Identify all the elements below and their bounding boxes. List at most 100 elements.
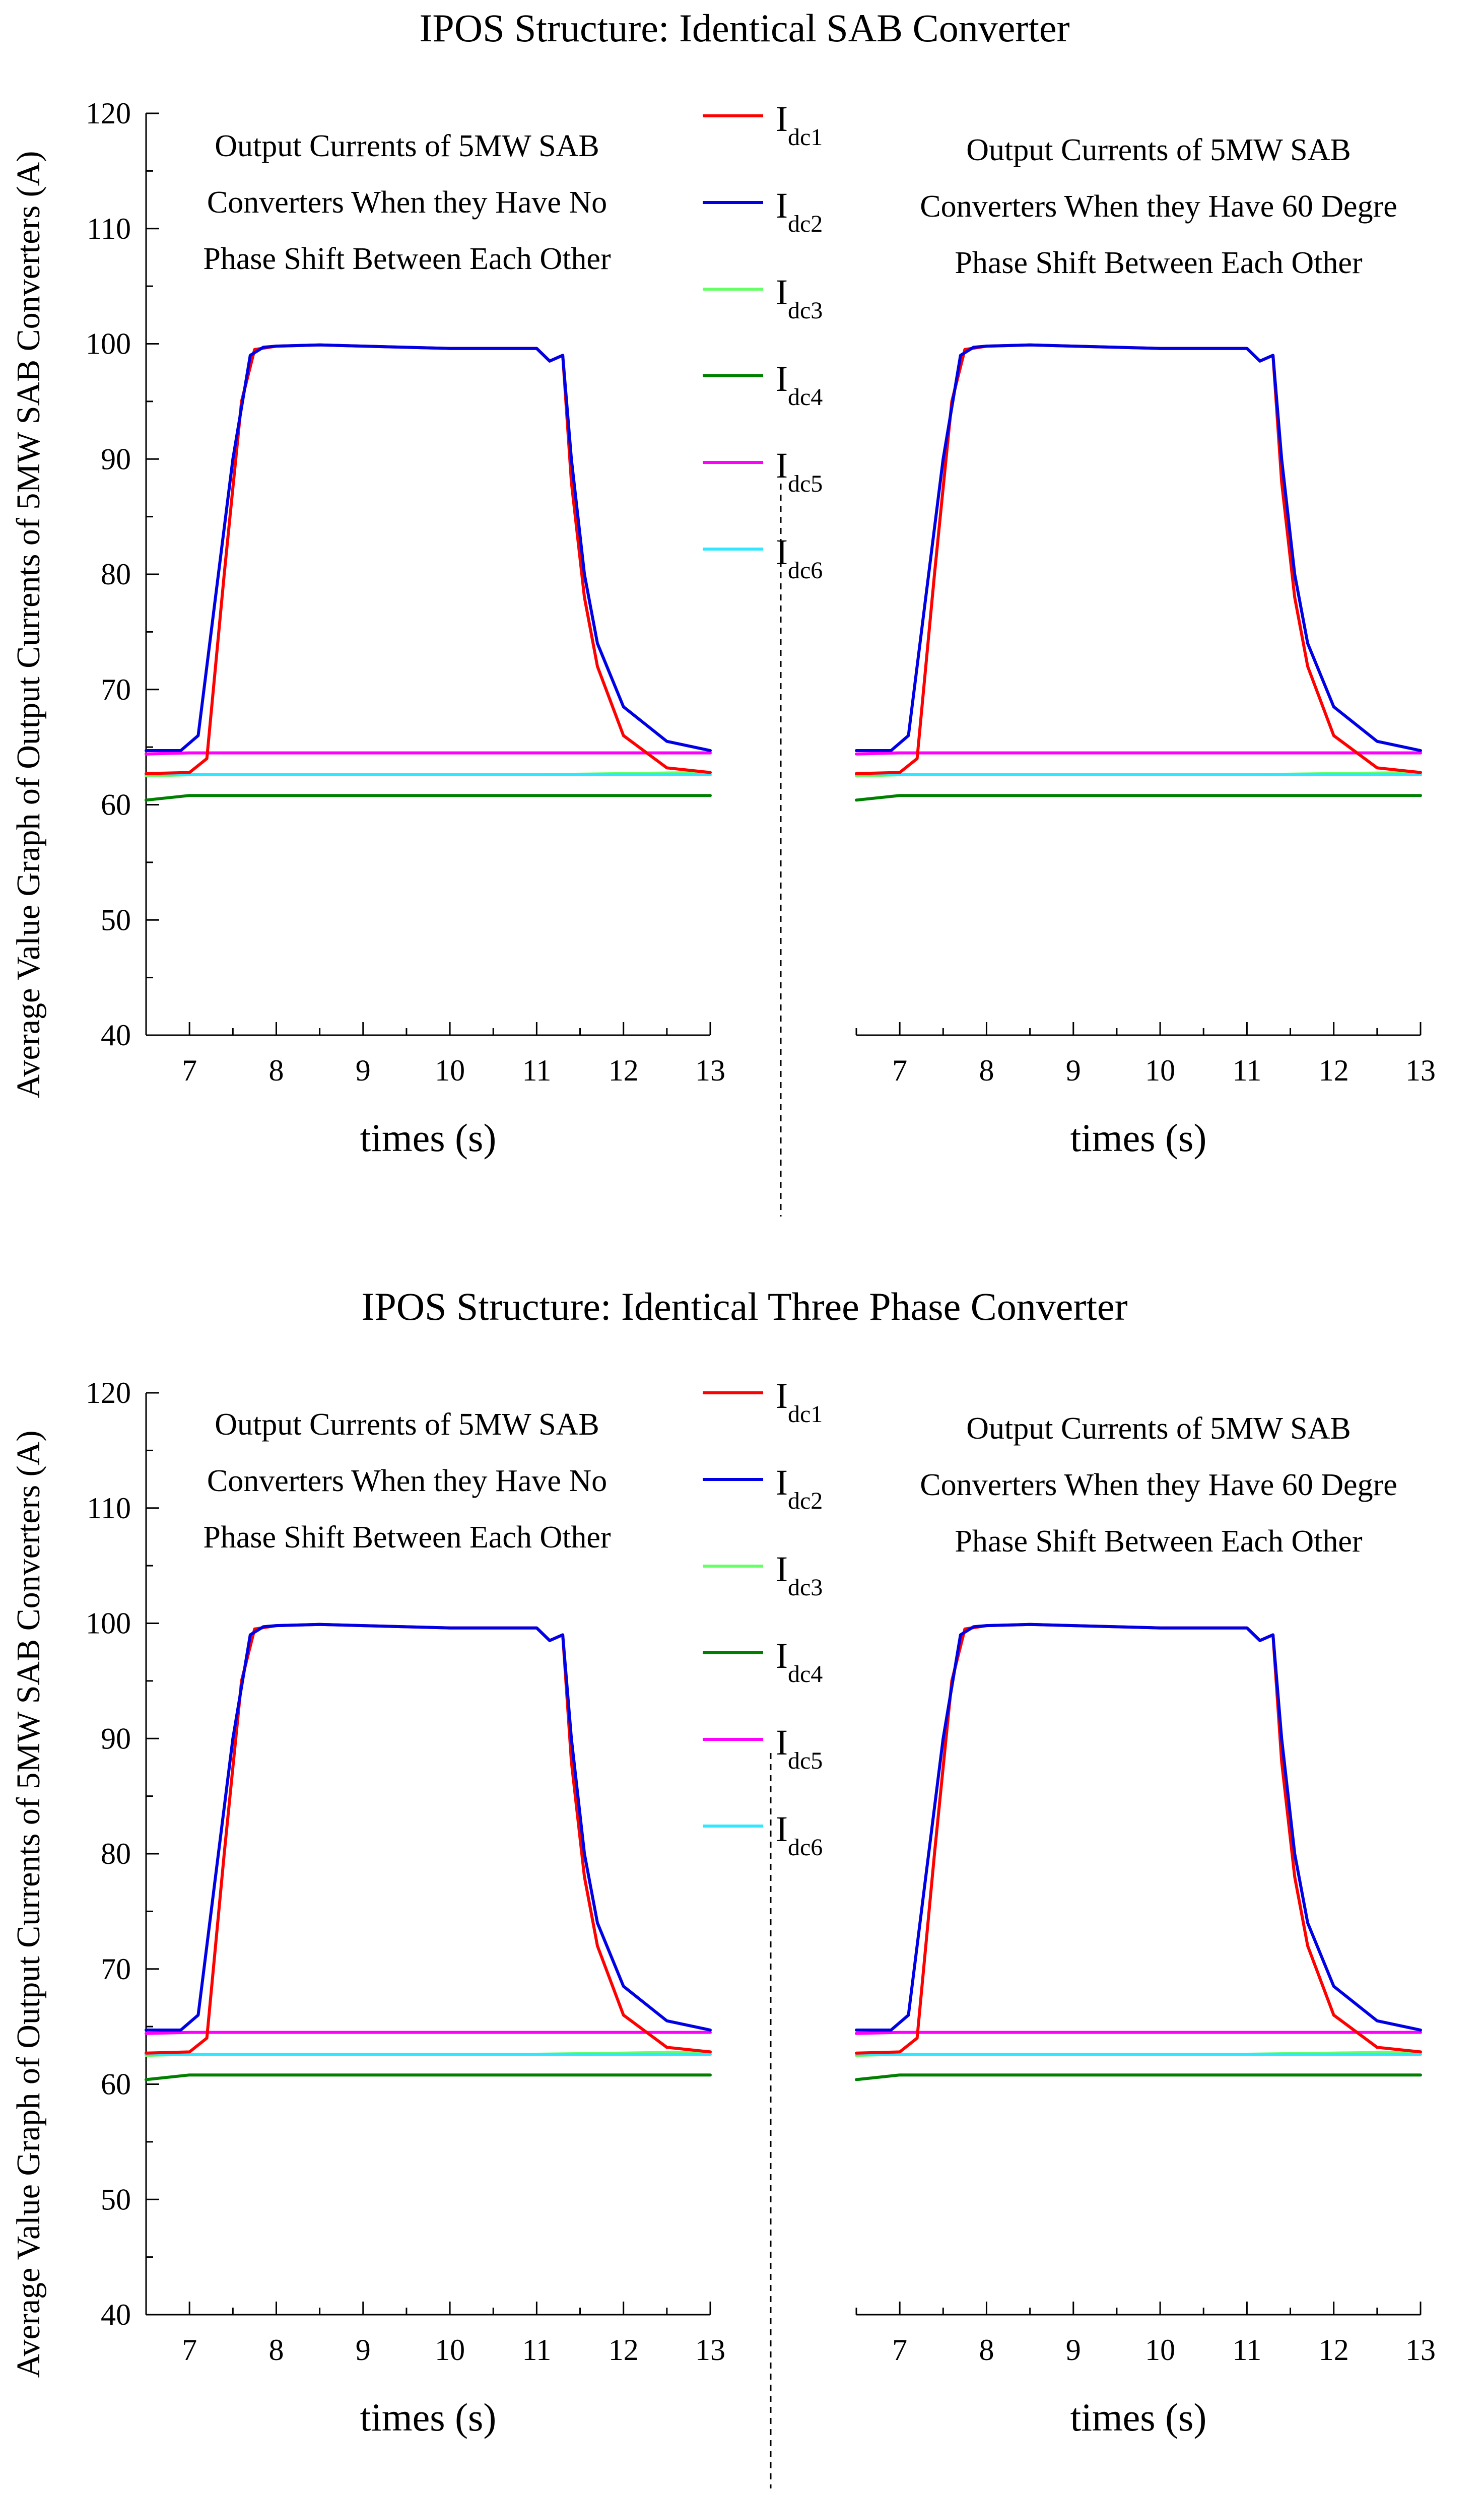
legend-label-main: I <box>776 1549 788 1589</box>
x-tick-label: 12 <box>1319 2333 1349 2367</box>
y-tick-label: 80 <box>101 558 131 591</box>
series-line-idc2 <box>145 1623 712 2032</box>
series-line-idc5 <box>855 2031 1422 2035</box>
annotation-line: Output Currents of 5MW SAB <box>215 1407 599 1442</box>
x-tick-label: 11 <box>1232 2333 1261 2367</box>
legend-label-sub: dc1 <box>788 1401 823 1428</box>
legend-label-main: I <box>776 532 788 572</box>
y-tick-label: 60 <box>101 2068 131 2101</box>
legend-label-sub: dc3 <box>788 297 823 324</box>
annotation-line: Output Currents of 5MW SAB <box>966 133 1351 167</box>
x-tick-label: 11 <box>1232 1054 1261 1087</box>
y-tick-label: 120 <box>86 97 131 130</box>
legend-label-sub: dc2 <box>788 1488 823 1514</box>
y-tick-label: 90 <box>101 442 131 476</box>
y-tick-label: 110 <box>87 1492 131 1525</box>
legend-label-dc3: Idc3 <box>776 272 823 324</box>
x-tick-label: 7 <box>892 2333 907 2367</box>
legend-label-main: I <box>776 1636 788 1676</box>
y-tick-label: 40 <box>101 1019 131 1052</box>
series-line-idc2 <box>855 343 1422 752</box>
x-tick-label: 13 <box>1405 2333 1436 2367</box>
legend-label-main: I <box>776 1376 788 1416</box>
x-tick-label: 9 <box>356 2333 371 2367</box>
x-tick-label: 7 <box>892 1054 907 1087</box>
annotation-line: Phase Shift Between Each Other <box>203 242 611 276</box>
annotation-line: Output Currents of 5MW SAB <box>966 1411 1351 1446</box>
legend-label-sub: dc4 <box>788 384 823 411</box>
legend-label-sub: dc5 <box>788 470 823 497</box>
x-tick-label: 10 <box>1145 1054 1175 1087</box>
x-tick-label: 13 <box>695 1054 725 1087</box>
x-tick-label: 9 <box>356 1054 371 1087</box>
legend-label-dc1: Idc1 <box>776 1376 823 1428</box>
y-axis-title-bottom: Average Value Graph of Output Currents o… <box>10 1431 47 2378</box>
x-tick-label: 8 <box>979 2333 994 2367</box>
legend-label-sub: dc5 <box>788 1747 823 1774</box>
legend-label-dc4: Idc4 <box>776 359 823 411</box>
annotation-line: Phase Shift Between Each Other <box>955 1524 1363 1559</box>
y-tick-label: 60 <box>101 788 131 822</box>
x-tick-label: 12 <box>609 2333 639 2367</box>
legend-label-main: I <box>776 359 788 399</box>
legend-label-dc6: Idc6 <box>776 1809 823 1861</box>
legend-label-sub: dc6 <box>788 1834 823 1861</box>
section-title-top: IPOS Structure: Identical SAB Converter <box>419 6 1069 50</box>
annotation-line: Phase Shift Between Each Other <box>203 1520 611 1555</box>
legend-label-main: I <box>776 1462 788 1503</box>
annotation-line: Output Currents of 5MW SAB <box>215 129 599 163</box>
legend-label-main: I <box>776 1809 788 1849</box>
x-tick-label: 8 <box>268 2333 284 2367</box>
x-tick-label: 9 <box>1066 1054 1081 1087</box>
x-tick-label: 8 <box>268 1054 284 1087</box>
x-tick-label: 12 <box>1319 1054 1349 1087</box>
y-tick-label: 70 <box>101 673 131 706</box>
y-tick-label: 110 <box>87 212 131 245</box>
legend-label-main: I <box>776 445 788 486</box>
x-tick-label: 11 <box>522 2333 551 2367</box>
y-tick-label: 90 <box>101 1722 131 1755</box>
y-tick-label: 100 <box>86 1607 131 1640</box>
legend-label-dc1: Idc1 <box>776 99 823 151</box>
x-tick-label: 10 <box>435 2333 465 2367</box>
legend-label-main: I <box>776 99 788 139</box>
annotation-line: Converters When they Have 60 Degre <box>920 189 1397 224</box>
legend-label-sub: dc4 <box>788 1661 823 1688</box>
y-tick-label: 50 <box>101 2183 131 2216</box>
legend-label-sub: dc6 <box>788 557 823 584</box>
series-line-idc5 <box>855 751 1422 756</box>
series-line-idc5 <box>145 2031 712 2035</box>
legend-label-dc4: Idc4 <box>776 1636 823 1688</box>
legend-label-dc2: Idc2 <box>776 185 823 237</box>
x-axis-title: times (s) <box>360 2395 497 2439</box>
annotation-line: Converters When they Have 60 Degre <box>920 1468 1397 1502</box>
x-tick-label: 13 <box>1405 1054 1436 1087</box>
section-title-bottom: IPOS Structure: Identical Three Phase Co… <box>361 1285 1127 1328</box>
legend-label-main: I <box>776 272 788 312</box>
x-axis-title: times (s) <box>1070 1116 1207 1160</box>
series-line-idc4 <box>855 794 1422 802</box>
legend-label-sub: dc3 <box>788 1574 823 1601</box>
chart-panel-top-left: 7 8 9 10 11 12 13 40 50 60 70 80 90 100 110 120 times (s… <box>86 97 725 1160</box>
x-axis-title: times (s) <box>360 1116 497 1160</box>
legend-label-dc3: Idc3 <box>776 1549 823 1601</box>
x-tick-label: 11 <box>522 1054 551 1087</box>
x-tick-label: 12 <box>609 1054 639 1087</box>
y-tick-label: 70 <box>101 1952 131 1986</box>
x-tick-label: 10 <box>1145 2333 1175 2367</box>
series-line-idc4 <box>145 794 712 802</box>
annotation-line: Converters When they Have No <box>207 185 607 220</box>
x-tick-label: 10 <box>435 1054 465 1087</box>
chart-panel-bottom-right: 7 8 9 10 11 12 13 times (s) Output Currents of 5… <box>855 1411 1436 2439</box>
y-tick-label: 80 <box>101 1837 131 1870</box>
chart-panel-bottom-left: 7 8 9 10 11 12 13 40 50 60 70 80 90 100 110 120 times (s… <box>86 1376 725 2439</box>
annotation-line: Phase Shift Between Each Other <box>955 246 1363 280</box>
annotation-line: Converters When they Have No <box>207 1464 607 1498</box>
legend-label-dc2: Idc2 <box>776 1462 823 1514</box>
legend-label-dc5: Idc5 <box>776 445 823 497</box>
x-tick-label: 8 <box>979 1054 994 1087</box>
y-tick-label: 50 <box>101 903 131 936</box>
